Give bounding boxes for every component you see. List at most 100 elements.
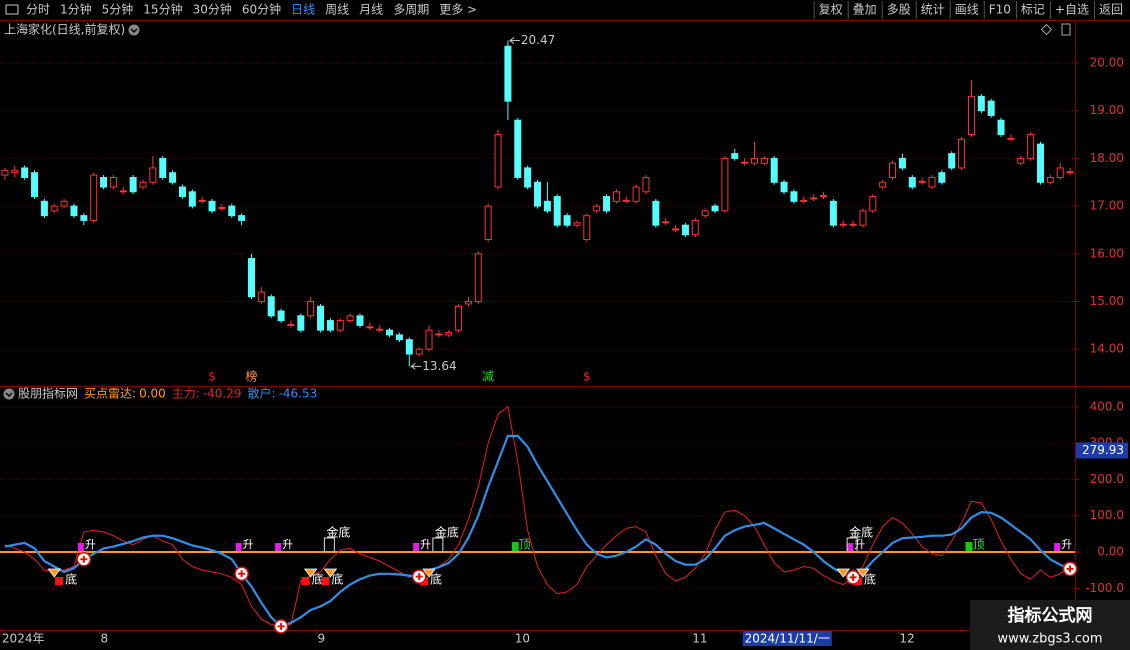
- price-annotation: 13.64: [422, 359, 456, 373]
- buy-plus: [849, 573, 857, 581]
- candle-body: [257, 291, 265, 303]
- indicator-line: [4, 406, 1071, 627]
- toolbar-tab[interactable]: 15分钟: [143, 2, 182, 17]
- candle-body: [317, 305, 325, 331]
- candle-body: [524, 167, 532, 188]
- candle-body: [543, 200, 551, 212]
- candle-body: [31, 172, 39, 198]
- toolbar-button[interactable]: 画线: [955, 3, 979, 17]
- diamond-icon: [856, 568, 870, 578]
- y-tick-label: 14.00: [1090, 342, 1124, 356]
- legend-readout: -46.53: [279, 387, 318, 401]
- toolbar-button[interactable]: F10: [989, 3, 1011, 17]
- candle-body: [445, 332, 453, 336]
- candle-body: [958, 138, 966, 169]
- toolbar-tab[interactable]: 月线: [359, 3, 383, 17]
- bottom-label: 底: [312, 572, 324, 587]
- candle-body: [1017, 157, 1025, 164]
- candle-body: [208, 200, 216, 212]
- bottom-marker: [301, 577, 310, 585]
- indicator-menu-icon[interactable]: [3, 388, 15, 400]
- gold-label: 金底: [435, 525, 459, 540]
- candle-body: [691, 219, 699, 236]
- toolbar-button[interactable]: 叠加: [853, 3, 877, 17]
- candle-body: [672, 228, 680, 231]
- toolbar-tab[interactable]: 60分钟: [242, 2, 281, 17]
- toolbar-button[interactable]: +自选: [1055, 3, 1089, 17]
- candle-body: [356, 315, 364, 326]
- toolbar-tab[interactable]: 5分钟: [102, 2, 134, 17]
- candle-body: [386, 329, 394, 336]
- toolbar-button[interactable]: 返回: [1099, 3, 1123, 17]
- candle-body: [149, 167, 157, 183]
- toolbar-tab[interactable]: 分时: [26, 3, 50, 17]
- up-label: 升: [282, 538, 293, 551]
- toolbar-tab[interactable]: 周线: [325, 3, 349, 17]
- toolbar-tab[interactable]: 多周期: [393, 3, 429, 17]
- candle-body: [928, 176, 936, 188]
- candle-body: [474, 253, 482, 303]
- candle-body: [109, 176, 117, 188]
- candle-body: [218, 207, 226, 210]
- y-tick-label: 18.00: [1090, 151, 1124, 165]
- candle-body: [681, 224, 689, 236]
- bottom-label: 底: [65, 572, 77, 587]
- y-tick-label: 16.00: [1090, 246, 1124, 260]
- toolbar-tab[interactable]: 日线: [291, 3, 315, 17]
- up-label: 升: [1061, 538, 1072, 551]
- toolbar-button[interactable]: 复权: [819, 3, 843, 17]
- toolbar-button[interactable]: 标记: [1021, 3, 1045, 17]
- bottom-label: 底: [331, 572, 343, 587]
- candle-body: [504, 45, 512, 102]
- candle-body: [820, 195, 828, 198]
- diamond-icon[interactable]: [1040, 23, 1053, 36]
- cursor-value: 279.93: [1082, 443, 1124, 457]
- y-tick-label: 100.0: [1090, 508, 1124, 522]
- candle-body: [247, 258, 255, 298]
- toolbar-tab[interactable]: 更多 >: [439, 3, 477, 17]
- candle-body: [405, 339, 413, 355]
- up-marker: [235, 543, 242, 551]
- legend-readout: 0.00: [139, 387, 166, 401]
- x-tick-label: 2024/11/11/一: [745, 632, 830, 646]
- candle-body: [652, 200, 660, 226]
- candle-body: [297, 315, 305, 331]
- chevron: [130, 28, 138, 34]
- toolbar-button[interactable]: 多股: [887, 3, 911, 17]
- candle-body: [129, 176, 137, 193]
- arrow-head: [509, 37, 515, 44]
- up-label: 升: [85, 538, 96, 551]
- candle-body: [829, 200, 837, 226]
- candle-body: [977, 95, 985, 112]
- bottom-marker: [321, 577, 330, 585]
- toolbar-button[interactable]: 统计: [921, 3, 945, 17]
- candle-body: [1027, 134, 1035, 159]
- candle-body: [366, 326, 374, 329]
- candle-body: [60, 200, 68, 207]
- cursor-date-box: [742, 631, 832, 646]
- candle-body: [455, 305, 463, 331]
- diamond-icon: [303, 568, 318, 578]
- y-tick-label: 15.00: [1090, 294, 1124, 308]
- candle-body: [435, 333, 443, 336]
- candle-body: [228, 205, 236, 217]
- panel-icon[interactable]: [1061, 23, 1071, 36]
- legend-readout: -40.29: [203, 387, 242, 401]
- candle-body: [612, 191, 620, 202]
- up-label: 升: [243, 538, 254, 551]
- candle-body: [711, 205, 719, 212]
- candle-body: [603, 196, 611, 212]
- x-tick-label: 11: [692, 632, 707, 646]
- title-menu-icon[interactable]: [128, 24, 140, 36]
- x-tick-label: 8: [101, 632, 109, 646]
- candle-body: [346, 315, 354, 322]
- candle-body: [731, 153, 739, 159]
- candle-body: [898, 157, 906, 169]
- buy-plus: [80, 555, 88, 563]
- toolbar-tab[interactable]: 30分钟: [193, 2, 232, 17]
- toolbar-tab[interactable]: 1分钟: [60, 2, 92, 17]
- candle-body: [100, 176, 108, 188]
- y-tick-label: 17.00: [1090, 199, 1124, 213]
